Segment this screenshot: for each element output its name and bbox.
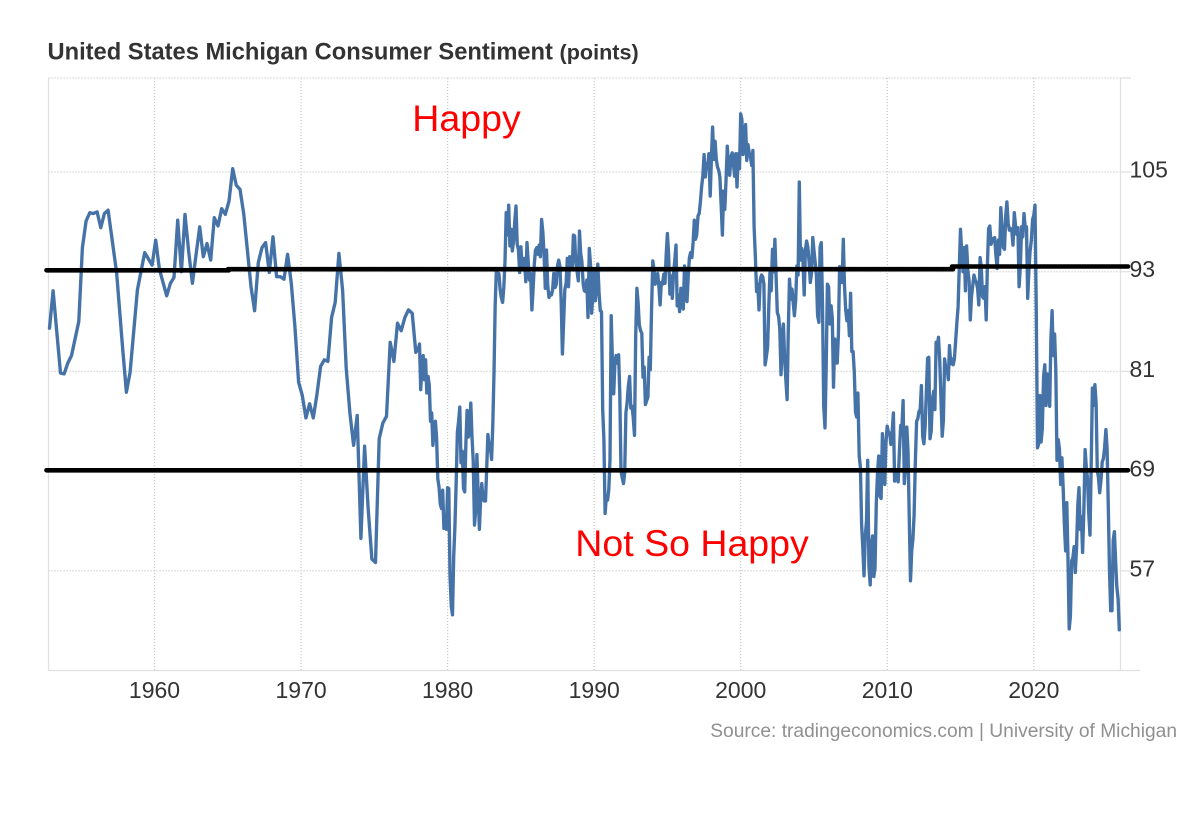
svg-text:2000: 2000 — [715, 677, 766, 703]
svg-text:1980: 1980 — [422, 677, 473, 703]
svg-text:1970: 1970 — [276, 677, 327, 703]
svg-text:2010: 2010 — [862, 677, 913, 703]
svg-text:57: 57 — [1130, 555, 1156, 581]
svg-text:Not So Happy: Not So Happy — [575, 522, 809, 564]
svg-text:93: 93 — [1130, 256, 1156, 282]
svg-text:Source: tradingeconomics.com |: Source: tradingeconomics.com | Universit… — [710, 721, 1177, 742]
svg-text:1990: 1990 — [569, 677, 620, 703]
svg-text:81: 81 — [1130, 356, 1156, 382]
svg-text:105: 105 — [1130, 157, 1168, 183]
svg-text:2020: 2020 — [1008, 677, 1059, 703]
svg-text:United States Michigan Consume: United States Michigan Consumer Sentimen… — [48, 39, 639, 65]
svg-text:Happy: Happy — [412, 97, 521, 139]
svg-text:69: 69 — [1130, 456, 1156, 482]
svg-text:1960: 1960 — [129, 677, 180, 703]
